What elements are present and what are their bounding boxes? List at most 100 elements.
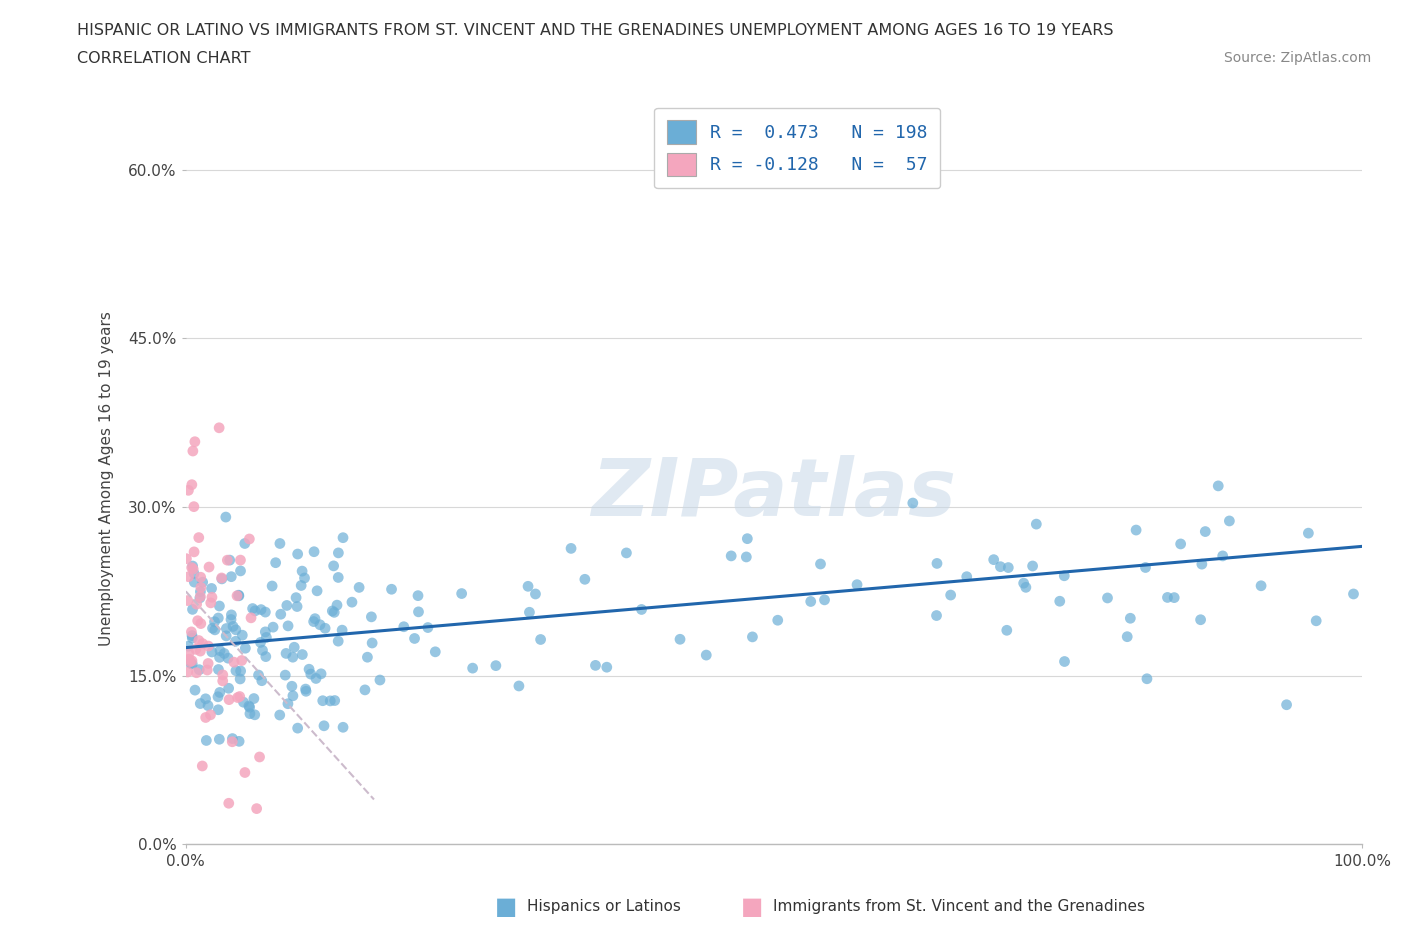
Point [233, 765, 256, 780]
Point [1049, 593, 1071, 608]
Point [240, 610, 263, 625]
Point [184, 642, 207, 657]
Point [181, 657, 204, 671]
Point [1156, 590, 1178, 604]
Point [354, 683, 377, 698]
Point [1015, 580, 1038, 595]
Point [249, 750, 271, 764]
Point [1021, 559, 1043, 574]
Point [990, 559, 1012, 574]
Point [239, 699, 262, 714]
Point [187, 613, 209, 628]
Point [1012, 576, 1035, 591]
Point [330, 623, 353, 638]
Point [995, 623, 1018, 638]
Point [380, 582, 402, 597]
Point [211, 673, 233, 688]
Point [737, 531, 759, 546]
Point [1189, 612, 1212, 627]
Point [218, 692, 240, 707]
Point [332, 720, 354, 735]
Point [450, 586, 472, 601]
Point [228, 689, 250, 704]
Point [323, 604, 346, 619]
Point [186, 597, 208, 612]
Point [585, 658, 607, 672]
Point [1298, 525, 1320, 540]
Point [281, 650, 304, 665]
Point [304, 611, 326, 626]
Point [181, 602, 204, 617]
Point [232, 695, 254, 710]
Point [231, 653, 253, 668]
Point [217, 651, 239, 666]
Point [295, 684, 318, 698]
Point [179, 654, 201, 669]
Point [264, 555, 287, 570]
Point [243, 708, 266, 723]
Point [254, 604, 277, 619]
Point [219, 569, 242, 584]
Point [211, 570, 233, 585]
Point [225, 622, 247, 637]
Point [201, 620, 224, 635]
Point [695, 647, 717, 662]
Point [810, 556, 832, 571]
Point [846, 578, 869, 592]
Point [207, 689, 229, 704]
Point [1305, 614, 1327, 629]
Point [616, 546, 638, 561]
Text: CORRELATION CHART: CORRELATION CHART [77, 51, 250, 66]
Point [181, 562, 204, 577]
Point [485, 658, 508, 673]
Point [176, 551, 198, 566]
Point [181, 654, 204, 669]
Point [252, 643, 274, 658]
Point [368, 672, 391, 687]
Point [741, 630, 763, 644]
Point [231, 628, 253, 643]
Point [188, 644, 211, 658]
Point [235, 641, 257, 656]
Point [228, 734, 250, 749]
Point [254, 649, 277, 664]
Point [1191, 557, 1213, 572]
Point [309, 667, 332, 682]
Point [249, 635, 271, 650]
Point [312, 718, 335, 733]
Text: ■: ■ [495, 895, 517, 919]
Point [188, 697, 211, 711]
Point [219, 612, 242, 627]
Point [229, 664, 252, 679]
Point [207, 662, 229, 677]
Point [281, 688, 304, 703]
Point [200, 581, 222, 596]
Point [238, 532, 260, 547]
Point [530, 632, 553, 647]
Point [242, 601, 264, 616]
Point [283, 640, 305, 655]
Point [208, 599, 231, 614]
Text: Hispanics or Latinos: Hispanics or Latinos [527, 899, 681, 914]
Point [524, 587, 547, 602]
Point [574, 572, 596, 587]
Point [197, 698, 219, 713]
Point [177, 645, 200, 660]
Point [302, 544, 325, 559]
Point [277, 618, 299, 633]
Point [208, 685, 231, 700]
Point [177, 652, 200, 667]
Point [1053, 568, 1076, 583]
Point [347, 580, 370, 595]
Point [1250, 578, 1272, 593]
Point [1163, 591, 1185, 605]
Point [187, 530, 209, 545]
Point [180, 624, 202, 639]
Point [925, 556, 948, 571]
Point [239, 706, 262, 721]
Point [323, 693, 346, 708]
Point [229, 552, 252, 567]
Point [425, 644, 447, 659]
Point [247, 668, 270, 683]
Point [299, 667, 322, 682]
